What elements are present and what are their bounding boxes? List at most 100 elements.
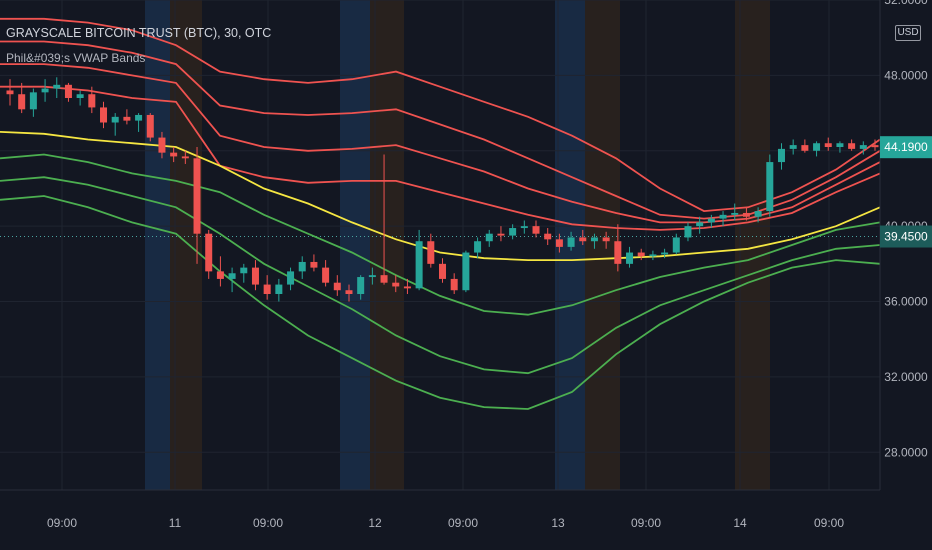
candle-body (684, 226, 692, 238)
candle-body (509, 228, 517, 236)
candle-body (462, 252, 470, 291)
time-axis[interactable] (0, 490, 932, 550)
candle-body (485, 233, 493, 242)
candle-body (6, 90, 14, 95)
last-price-tag: 44.1900 (884, 140, 928, 154)
candle-body (380, 275, 388, 283)
candle-body (520, 226, 528, 229)
candle-body (859, 145, 867, 149)
candle-body (216, 271, 224, 279)
candle-body (322, 267, 330, 283)
candle-body (170, 152, 178, 157)
price-axis[interactable] (880, 0, 932, 550)
price-tick-label: 48.0000 (884, 68, 928, 82)
candle-body (497, 233, 505, 236)
upper-band-line-4 (0, 85, 881, 231)
time-tick-label: 11 (169, 516, 182, 530)
candle-body (450, 278, 458, 291)
candle-body (614, 241, 622, 264)
crosshair-price-tag-bg (880, 225, 932, 248)
session-band (145, 0, 170, 490)
session-band (370, 0, 404, 490)
candle-body (719, 214, 727, 219)
time-tick-label: 13 (551, 516, 565, 530)
candle-body (672, 237, 680, 253)
candle-body (310, 261, 318, 268)
candle-body (403, 286, 411, 289)
candle-body (824, 143, 832, 147)
candle-body (439, 263, 446, 279)
time-tick-label: 09:00 (631, 516, 661, 530)
time-tick-label: 12 (368, 516, 382, 530)
candle-body (392, 282, 400, 287)
candle-body (368, 275, 376, 278)
time-tick-label: 14 (733, 516, 747, 530)
candle-body (345, 290, 353, 294)
crosshair-price-tag: 39.4500 (884, 230, 928, 244)
last-price-tag-bg (880, 136, 932, 159)
candle-body (111, 116, 119, 123)
time-tick-label: 09:00 (448, 516, 478, 530)
candle-body (602, 237, 610, 242)
time-tick-label: 09:00 (47, 516, 77, 530)
candle-body (707, 218, 715, 223)
lower-band-line-2 (0, 176, 881, 375)
vwap-line (0, 131, 881, 262)
candle-body (18, 94, 26, 110)
candle-body (544, 233, 552, 240)
candle-body (427, 241, 435, 264)
time-tick-label: 09:00 (814, 516, 844, 530)
candle-body (813, 143, 821, 151)
candle-body (555, 239, 563, 247)
candle-body (626, 252, 634, 264)
candle-body (228, 273, 236, 279)
lower-band-line-1 (0, 153, 881, 316)
candle-body (696, 222, 704, 227)
candle-body (567, 237, 575, 247)
candle-body (76, 94, 84, 98)
candle-body (754, 211, 762, 217)
candle-body (193, 158, 201, 234)
candle-body (590, 237, 598, 242)
candle-body (871, 145, 879, 148)
candle-body (532, 226, 540, 234)
candle-body (181, 156, 189, 159)
upper-band-line-3 (0, 63, 881, 224)
candle-body (637, 252, 645, 257)
session-band (340, 0, 370, 490)
price-tick-label: 32.0000 (884, 370, 928, 384)
upper-band-line-1 (0, 17, 881, 213)
candle-body (801, 145, 809, 151)
candle-body (474, 241, 482, 253)
indicator-label[interactable]: Phil&#039;s VWAP Bands (6, 50, 146, 65)
candle-body (275, 284, 283, 294)
candle-body (146, 114, 154, 138)
candle-body (263, 284, 271, 294)
candle-body (100, 107, 108, 123)
currency-badge[interactable]: USD (895, 25, 921, 41)
candle-body (742, 212, 750, 217)
candle-body (205, 233, 213, 272)
chart-legend: GRAYSCALE BITCOIN TRUST (BTC), 30, OTC P… (6, 27, 271, 64)
time-tick-label: 09:00 (253, 516, 283, 530)
candle-body (731, 212, 739, 215)
candle-body (158, 137, 166, 153)
candle-body (777, 148, 785, 163)
candle-body (41, 88, 49, 93)
candle-body (333, 282, 341, 291)
symbol-title[interactable]: GRAYSCALE BITCOIN TRUST (BTC), 30, OTC (6, 26, 272, 40)
lower-band-line-3 (0, 195, 881, 410)
candle-body (766, 162, 774, 212)
price-tick-label: 52.0000 (884, 0, 928, 7)
candle-body (240, 267, 248, 274)
candle-body (579, 237, 587, 242)
candle-body (88, 94, 96, 108)
candle-body (123, 116, 131, 121)
candle-body (649, 254, 657, 257)
session-band (585, 0, 620, 490)
candle-body (135, 114, 143, 121)
price-tick-label: 36.0000 (884, 295, 928, 309)
candle-body (64, 84, 72, 98)
candle-body (251, 267, 259, 285)
